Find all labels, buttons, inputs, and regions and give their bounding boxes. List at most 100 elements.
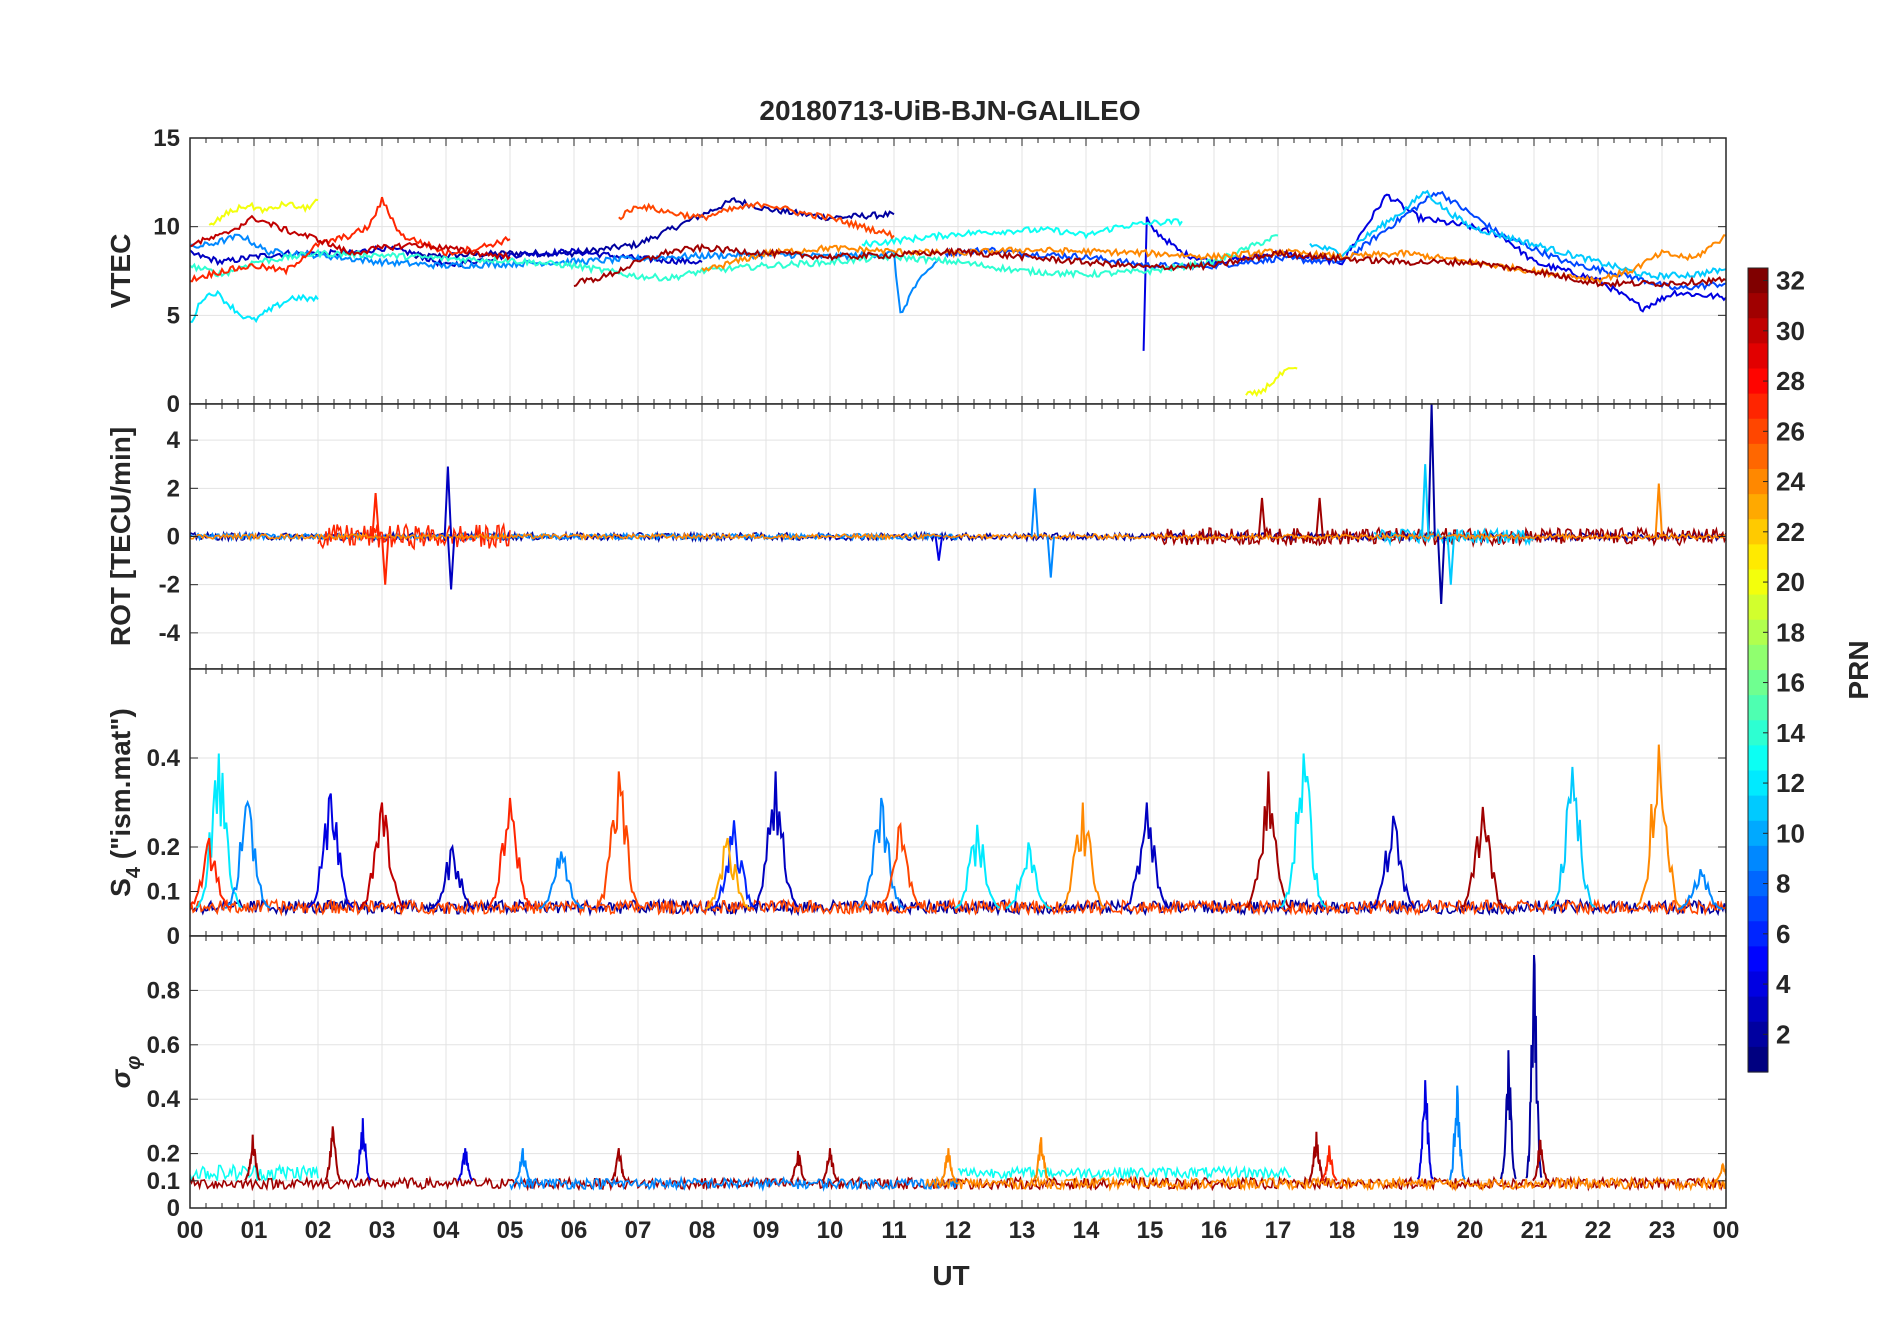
- series-line-prn-2: [413, 196, 895, 261]
- colorbar-segment: [1748, 871, 1768, 897]
- series-line-prn-26: [618, 201, 895, 240]
- x-tick-label: 16: [1201, 1217, 1228, 1244]
- spike-prn-11: [1446, 536, 1455, 585]
- peak-prn-3: [429, 843, 475, 910]
- colorbar-segment: [1748, 619, 1768, 646]
- x-ticks: [189, 669, 1727, 936]
- colorbar-segment: [1748, 268, 1768, 294]
- colorbar-segment: [1748, 921, 1768, 947]
- peak-prn-31: [610, 1148, 628, 1182]
- y-tick-label: 0: [167, 1195, 180, 1222]
- x-tick-label: 08: [689, 1217, 716, 1244]
- colorbar-segment: [1748, 795, 1768, 822]
- peak-prn-4: [354, 1118, 372, 1181]
- colorbar-segment: [1748, 845, 1768, 872]
- series-line-prn-24: [701, 234, 1726, 285]
- y-axis-label-sigma_phi: σφ: [105, 1056, 145, 1089]
- x-tick-label: 02: [305, 1217, 332, 1244]
- x-ticks: [189, 936, 1727, 1208]
- x-tick-label: 15: [1137, 1217, 1164, 1244]
- peak-prn-4: [1416, 1080, 1434, 1180]
- peak-prn-9: [1448, 1085, 1466, 1181]
- series-line-prn-20: [1245, 366, 1298, 398]
- peak-prn-31: [1245, 771, 1292, 909]
- y-axis-label-vtec: VTEC: [105, 234, 136, 309]
- peak-prn-6: [711, 820, 757, 909]
- y-tick-label: -4: [159, 620, 181, 647]
- colorbar-tick-label: 12: [1776, 768, 1805, 798]
- colorbar-tick-label: 14: [1776, 718, 1805, 748]
- colorbar-tick-label: 8: [1776, 869, 1790, 899]
- colorbar-segment: [1748, 393, 1768, 420]
- y-label-sub: φ: [123, 1056, 145, 1070]
- spike-prn-27: [381, 536, 390, 585]
- colorbar-segment: [1748, 293, 1768, 319]
- series-line-prn-20: [208, 198, 319, 226]
- x-tick-label: 05: [497, 1217, 524, 1244]
- panel-s4: 00.10.20.4S4 ("ism.mat"): [105, 668, 1727, 950]
- y-tick-label: 0.4: [147, 1086, 181, 1113]
- peak-prn-2: [1499, 1050, 1517, 1180]
- peak-prn-27: [190, 837, 233, 910]
- y-axis-label-s4: S4 ("ism.mat"): [105, 708, 145, 897]
- peak-prn-24: [940, 1148, 957, 1182]
- colorbar-segment: [1748, 318, 1768, 344]
- peak-prn-24: [1032, 1137, 1050, 1182]
- x-tick-label: 00: [177, 1217, 204, 1244]
- colorbar-segment: [1748, 695, 1768, 721]
- y-tick-label: 15: [153, 125, 180, 152]
- peak-prn-9: [538, 851, 585, 910]
- colorbar-segment: [1748, 644, 1768, 671]
- noise-line-prn-13: [957, 1165, 1292, 1181]
- x-tick-label: 07: [625, 1217, 652, 1244]
- colorbar-segment: [1748, 544, 1768, 571]
- colorbar-segment: [1748, 343, 1768, 370]
- spike-prn-9: [1030, 488, 1039, 537]
- x-tick-label: 04: [433, 1217, 460, 1244]
- series-line-prn-3: [190, 244, 703, 268]
- y-tick-label: 4: [167, 427, 181, 454]
- colorbar-label: PRN: [1843, 640, 1874, 699]
- peak-prn-9: [1677, 869, 1723, 910]
- peak-prn-23: [705, 837, 751, 910]
- spike-prn-2: [1427, 404, 1436, 537]
- x-tick-label: 21: [1521, 1217, 1548, 1244]
- colorbar-segment: [1748, 770, 1768, 797]
- colorbar-segment: [1748, 569, 1768, 596]
- x-tick-label: 11: [881, 1217, 906, 1244]
- x-tick-label: 03: [369, 1217, 396, 1244]
- peak-prn-9: [858, 797, 905, 909]
- series-group: [190, 744, 1726, 917]
- colorbar-tick-label: 26: [1776, 416, 1805, 446]
- x-tick-label: 01: [241, 1217, 268, 1244]
- series-line-prn-27: [190, 196, 511, 283]
- peak-prn-9: [224, 799, 271, 910]
- noise-line-prn-9: [190, 530, 959, 543]
- colorbar-tick-label: 24: [1776, 467, 1805, 497]
- peak-prn-11: [1549, 766, 1596, 908]
- spike-prn-27: [371, 493, 380, 537]
- peak-prn-31: [1532, 1139, 1549, 1182]
- colorbar-segment: [1748, 996, 1768, 1023]
- peak-prn-12: [1005, 842, 1052, 910]
- x-tick-label: 22: [1585, 1217, 1612, 1244]
- colorbar-tick-label: 16: [1776, 668, 1805, 698]
- colorbar-tick-label: 28: [1776, 366, 1805, 396]
- series-group: [190, 189, 1726, 398]
- spike-prn-11: [1421, 464, 1430, 537]
- panel-vtec: 0 5 10 15 VTEC: [105, 125, 1727, 418]
- colorbar-tick-label: 6: [1776, 919, 1790, 949]
- peak-prn-3: [1370, 815, 1416, 909]
- y-tick-label: 0.6: [147, 1032, 180, 1059]
- peak-prn-24: [1059, 802, 1106, 909]
- colorbar-segment: [1748, 820, 1768, 847]
- spike-prn-31: [1315, 497, 1324, 537]
- y-tick-label: -2: [159, 572, 180, 599]
- x-tick-label: 17: [1265, 1217, 1292, 1244]
- x-tick-label: 10: [817, 1217, 844, 1244]
- x-tick-label: 18: [1329, 1217, 1356, 1244]
- peak-prn-31: [324, 1126, 342, 1182]
